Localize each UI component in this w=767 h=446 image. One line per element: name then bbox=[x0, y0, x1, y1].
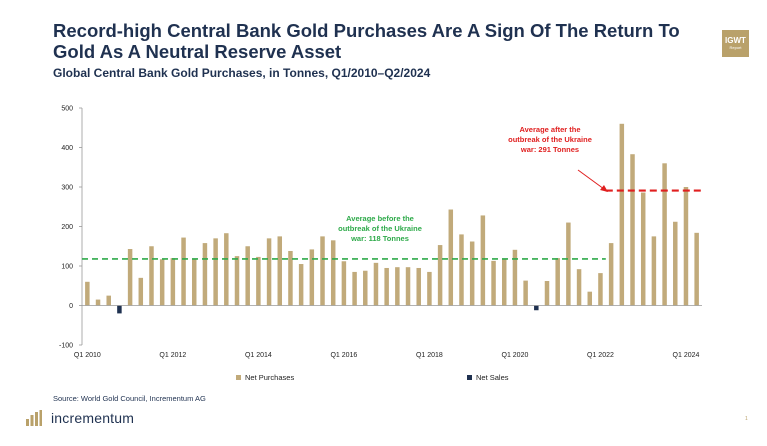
bar bbox=[534, 305, 539, 311]
average-after-label: outbreak of the Ukraine bbox=[508, 135, 592, 144]
bar bbox=[384, 267, 389, 306]
bar bbox=[673, 221, 678, 306]
bar bbox=[85, 281, 90, 306]
average-after-label: Average after the bbox=[520, 125, 581, 134]
x-tick-label: Q1 2010 bbox=[74, 352, 101, 359]
bar bbox=[309, 249, 315, 306]
bar bbox=[491, 260, 496, 306]
report-badge: IGWT Report bbox=[722, 30, 749, 57]
bar bbox=[213, 238, 218, 306]
legend-swatch-net-purchases bbox=[236, 375, 241, 380]
bar bbox=[448, 209, 454, 306]
y-tick-label: 400 bbox=[61, 145, 73, 152]
x-tick-label: Q1 2014 bbox=[245, 352, 272, 359]
bar bbox=[651, 236, 657, 306]
bar bbox=[427, 271, 432, 306]
y-tick-label: 500 bbox=[61, 106, 73, 113]
bar bbox=[630, 154, 635, 306]
y-tick-label: 300 bbox=[61, 185, 73, 192]
bar bbox=[159, 259, 165, 306]
bar bbox=[245, 246, 250, 306]
legend-label-net-sales: Net Sales bbox=[476, 373, 509, 382]
bar bbox=[363, 270, 368, 306]
y-tick-label: -100 bbox=[59, 343, 73, 350]
bar bbox=[277, 236, 283, 306]
x-tick-label: Q1 2012 bbox=[159, 352, 186, 359]
y-tick-label: 100 bbox=[61, 264, 73, 271]
bar bbox=[619, 123, 625, 306]
bar bbox=[480, 215, 486, 306]
bar bbox=[555, 258, 560, 306]
brand-logo: incrementum bbox=[25, 408, 134, 428]
bar bbox=[138, 277, 144, 306]
incrementum-logo-icon bbox=[26, 410, 42, 426]
bar bbox=[598, 273, 603, 306]
y-tick-label: 200 bbox=[61, 224, 73, 231]
bar bbox=[544, 281, 550, 306]
average-after-arrow-head bbox=[600, 185, 608, 192]
bar bbox=[587, 291, 593, 306]
bar bbox=[202, 243, 208, 306]
bar bbox=[437, 245, 443, 306]
bar bbox=[352, 271, 357, 306]
bar bbox=[566, 222, 571, 306]
page-number: 1 bbox=[745, 416, 748, 422]
average-before-label: war: 118 Tonnes bbox=[350, 234, 409, 243]
average-before-label: Average before the bbox=[346, 214, 414, 223]
bar bbox=[576, 269, 582, 306]
bar bbox=[117, 305, 122, 314]
bar bbox=[149, 246, 154, 306]
bar bbox=[694, 232, 699, 306]
bar bbox=[256, 256, 261, 306]
bar bbox=[127, 249, 133, 306]
average-after-arrow-line bbox=[577, 169, 605, 190]
bar bbox=[288, 250, 293, 306]
brand-name: incrementum bbox=[51, 410, 135, 426]
source-note: Source: World Gold Council, Incrementum … bbox=[53, 394, 206, 403]
average-after-label: war: 291 Tonnes bbox=[520, 145, 579, 154]
bar bbox=[320, 236, 325, 306]
x-tick-label: Q1 2020 bbox=[502, 352, 529, 359]
chart-subtitle: Global Central Bank Gold Purchases, in T… bbox=[53, 66, 431, 80]
bar bbox=[608, 243, 614, 306]
bar bbox=[341, 261, 347, 306]
bar bbox=[416, 267, 421, 306]
bar bbox=[459, 234, 464, 306]
bar bbox=[224, 233, 229, 306]
bar bbox=[234, 256, 240, 306]
bar bbox=[405, 267, 411, 306]
x-tick-label: Q1 2016 bbox=[330, 352, 357, 359]
bar bbox=[298, 264, 304, 306]
x-tick-label: Q1 2022 bbox=[587, 352, 614, 359]
bar bbox=[395, 267, 400, 306]
page-title: Record-high Central Bank Gold Purchases … bbox=[53, 20, 680, 62]
bar bbox=[170, 258, 176, 306]
bar bbox=[330, 240, 336, 306]
x-tick-label: Q1 2024 bbox=[673, 352, 700, 359]
bar bbox=[266, 238, 272, 306]
bar bbox=[683, 187, 689, 306]
bar bbox=[106, 295, 111, 306]
x-tick-label: Q1 2018 bbox=[416, 352, 443, 359]
bar bbox=[95, 299, 101, 306]
badge-subtitle: Report bbox=[729, 45, 742, 50]
bar bbox=[191, 258, 197, 306]
bar bbox=[523, 280, 528, 306]
y-tick-label: 0 bbox=[69, 303, 73, 310]
bar bbox=[640, 192, 646, 306]
bar bbox=[469, 241, 475, 306]
bar bbox=[512, 249, 518, 306]
bar bbox=[373, 262, 379, 306]
bar bbox=[501, 258, 507, 306]
badge-title: IGWT bbox=[725, 36, 746, 45]
legend-swatch-net-sales bbox=[467, 375, 472, 380]
legend-label-net-purchases: Net Purchases bbox=[245, 373, 294, 382]
bar bbox=[181, 237, 186, 306]
bar bbox=[662, 163, 667, 306]
average-before-label: outbreak of the Ukraine bbox=[338, 224, 422, 233]
